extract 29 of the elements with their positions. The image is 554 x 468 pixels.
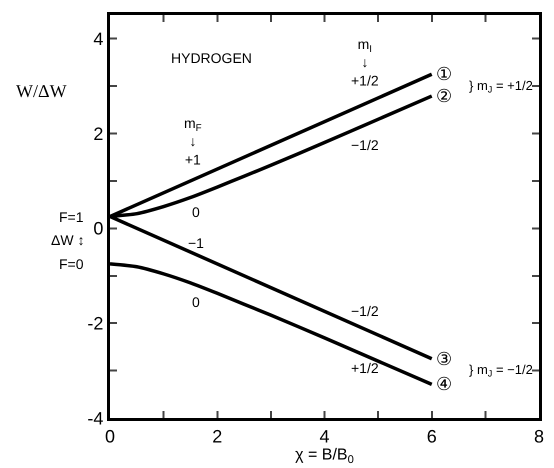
- annotation: } m$_{J}$ = +1/2: [469, 78, 533, 95]
- series-label: ②: [436, 86, 452, 106]
- series-label: ③: [436, 349, 452, 369]
- y-tick-label: -4: [87, 408, 104, 428]
- annotation: } m$_{J}$ = −1/2: [469, 362, 533, 379]
- annotation: F=1: [59, 209, 84, 225]
- annotation: 0: [192, 294, 200, 310]
- annotation: +1/2: [351, 360, 379, 376]
- text: ΔW ↕: [51, 232, 84, 248]
- series-label: ④: [436, 374, 452, 394]
- series-label: ①: [436, 64, 452, 84]
- annotation: m$_{I}$ ↓ +1/2: [351, 36, 379, 88]
- annotation: 0: [192, 204, 200, 220]
- y-tick-label: -2: [87, 313, 104, 334]
- x-tick-label: 8: [534, 426, 544, 447]
- annotation: F=0: [59, 256, 84, 272]
- annotation: −1/2: [351, 303, 379, 319]
- y-axis-title: W/ΔW: [16, 81, 67, 101]
- annotation: −1/2: [351, 137, 379, 153]
- x-tick-label: 6: [426, 426, 437, 447]
- x-axis-title: χ = B/B$_{0}$: [295, 446, 354, 466]
- annotation: −1: [188, 235, 204, 251]
- annotation: m$_{F}$ ↓ +1: [184, 115, 202, 168]
- x-tick-label: 2: [212, 426, 222, 447]
- annotation: HYDROGEN: [171, 50, 252, 66]
- x-tick-label: 4: [319, 426, 330, 447]
- y-tick-label: 2: [93, 124, 104, 144]
- y-tick-label: 4: [93, 29, 104, 50]
- y-tick-label: 0: [93, 218, 104, 239]
